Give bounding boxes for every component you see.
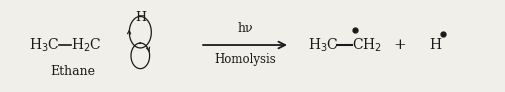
Text: H: H (135, 11, 146, 24)
Text: H$_2$C: H$_2$C (71, 36, 101, 54)
Text: CH$_2$: CH$_2$ (351, 36, 382, 54)
Text: +: + (393, 38, 406, 52)
Text: Ethane: Ethane (50, 64, 95, 78)
Text: H: H (430, 38, 441, 52)
Text: H$_3$C: H$_3$C (308, 36, 338, 54)
Text: hν: hν (237, 22, 253, 35)
Text: H$_3$C: H$_3$C (29, 36, 59, 54)
Text: Homolysis: Homolysis (214, 53, 276, 66)
